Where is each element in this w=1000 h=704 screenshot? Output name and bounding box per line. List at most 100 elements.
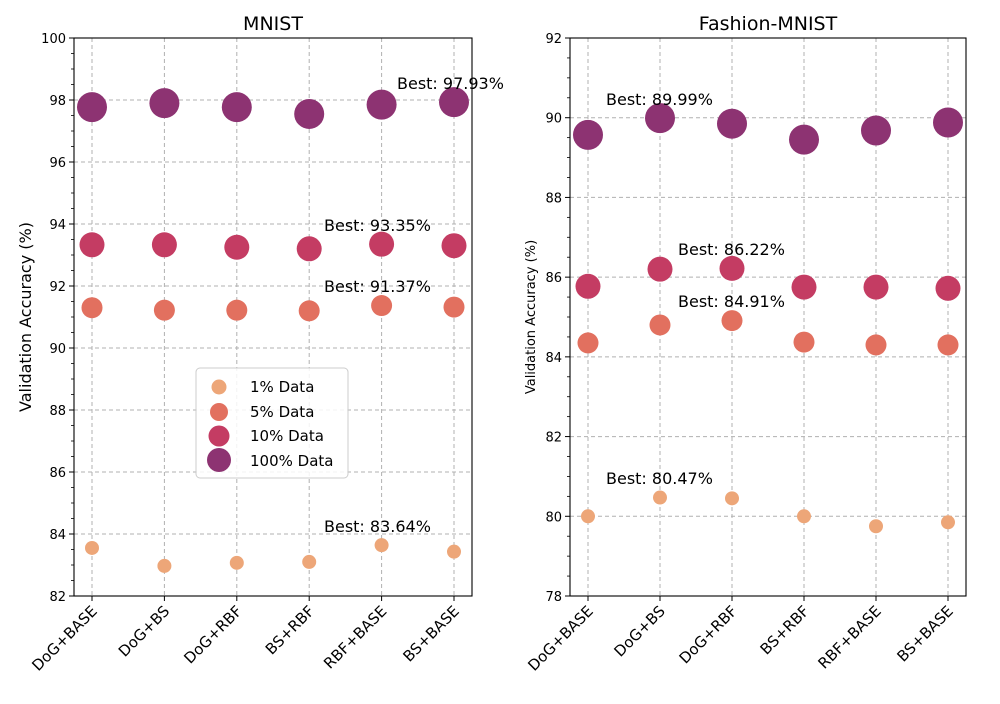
fashion-mnist-annotation-10: Best: 86.22%	[678, 240, 785, 259]
mnist-annotation-10: Best: 93.35%	[324, 216, 431, 235]
fashion-mnist-annotations: Best: 89.99% Best: 86.22% Best: 84.91% B…	[606, 90, 785, 488]
mnist-point-10-data	[441, 233, 467, 259]
mnist-point-5-data	[443, 296, 465, 318]
fashion-mnist-point-5-data	[937, 334, 959, 356]
fashion-mnist-point-10-data	[575, 273, 601, 299]
mnist-point-100-data	[366, 89, 397, 120]
fashion-mnist-annotation-100: Best: 89.99%	[606, 90, 713, 109]
mnist-x-axis: DoG+BASE DoG+BS DoG+RBF BS+RBF RBF+BASE BS+BA…	[28, 596, 463, 675]
fashion-mnist-point-10-data	[791, 274, 817, 300]
mnist-point-1-data	[229, 555, 244, 570]
fashion-mnist-ylabel: Validation Accuracy (%)	[524, 240, 539, 394]
legend-marker-5pct	[210, 403, 228, 421]
fashion-mnist-ytick-label: 82	[545, 431, 562, 446]
mnist-xtick-label: BS+RBF	[262, 602, 318, 658]
fashion-mnist-point-100-data	[933, 107, 963, 138]
fashion-mnist-data-points	[573, 103, 963, 534]
legend-marker-10pct	[208, 425, 230, 447]
mnist-point-5-data	[81, 297, 103, 319]
fashion-mnist-plot-frame	[569, 37, 967, 597]
fashion-mnist-point-1-data	[869, 519, 883, 534]
mnist-point-10-data	[296, 236, 322, 262]
fashion-mnist-ytick-label: 80	[545, 510, 562, 525]
fashion-mnist-point-5-data	[721, 310, 743, 332]
mnist-point-1-data	[302, 554, 317, 569]
mnist-point-100-data	[439, 87, 469, 118]
mnist-xtick-label: BS+BASE	[399, 602, 462, 665]
fashion-mnist-annotation-1: Best: 80.47%	[606, 469, 713, 488]
fashion-mnist-xtick-label: RBF+BASE	[814, 602, 884, 672]
fashion-mnist-x-axis: DoG+BASE DoG+BS DoG+RBF BS+RBF RBF+BASE BS+BA…	[524, 596, 957, 675]
mnist-point-100-data	[221, 92, 252, 123]
fashion-mnist-annotation-5: Best: 84.91%	[678, 292, 785, 311]
fashion-mnist-point-1-data	[797, 509, 811, 524]
mnist-annotation-5: Best: 91.37%	[324, 277, 431, 296]
mnist-ytick-label: 98	[49, 94, 66, 109]
legend-marker-100pct	[207, 448, 231, 472]
fashion-mnist-xtick-label: DoG+BS	[611, 602, 669, 660]
mnist-point-5-data	[153, 299, 175, 321]
mnist-point-5-data	[371, 295, 393, 317]
mnist-ytick-label: 90	[49, 342, 66, 357]
mnist-point-10-data	[369, 231, 395, 257]
fashion-mnist-point-10-data	[863, 274, 889, 300]
mnist-point-10-data	[151, 232, 177, 258]
fashion-mnist-point-1-data	[941, 515, 955, 530]
mnist-point-10-data	[79, 232, 105, 258]
mnist-ytick-label: 92	[49, 280, 66, 295]
mnist-ylabel: Validation Accuracy (%)	[16, 222, 35, 412]
mnist-y-axis: 82 84 86 88 90 92 94 96 98 100	[41, 32, 74, 605]
mnist-xtick-label: DoG+BS	[115, 602, 173, 660]
fashion-mnist-point-100-data	[861, 115, 891, 146]
mnist-point-5-data	[298, 300, 320, 322]
mnist-annotation-100: Best: 97.93%	[397, 74, 504, 93]
legend-label-1pct: 1% Data	[250, 378, 314, 396]
fashion-mnist-xtick-label: DoG+RBF	[676, 602, 741, 667]
mnist-point-1-data	[85, 540, 99, 555]
mnist-xtick-label: DoG+BASE	[28, 602, 100, 674]
fashion-mnist-title: Fashion-MNIST	[699, 13, 838, 35]
fashion-mnist-ytick-label: 92	[545, 32, 562, 47]
legend-label-5pct: 5% Data	[250, 403, 314, 421]
mnist-ytick-label: 84	[49, 528, 66, 543]
fashion-mnist-ytick-label: 88	[545, 191, 562, 206]
legend-label-100pct: 100% Data	[250, 452, 333, 470]
mnist-ytick-label: 88	[49, 404, 66, 419]
fashion-mnist-xtick-label: DoG+BASE	[524, 602, 596, 674]
fashion-mnist-point-1-data	[581, 509, 595, 524]
mnist-ytick-label: 100	[41, 32, 66, 47]
mnist-point-100-data	[294, 98, 325, 129]
fashion-mnist-ytick-label: 90	[545, 112, 562, 127]
fashion-mnist-point-100-data	[573, 119, 603, 150]
fashion-mnist-point-10-data	[719, 255, 745, 281]
fashion-mnist-panel: Fashion-MNIST Validation Accuracy (%) 78…	[524, 13, 967, 675]
fashion-mnist-point-10-data	[935, 275, 961, 301]
fashion-mnist-ytick-label: 86	[545, 271, 562, 286]
mnist-title: MNIST	[243, 13, 303, 35]
fashion-mnist-point-100-data	[645, 103, 675, 134]
fashion-mnist-ytick-label: 78	[545, 590, 562, 605]
mnist-plot-frame	[73, 37, 473, 597]
fashion-mnist-point-5-data	[577, 332, 599, 354]
mnist-data-points	[77, 87, 469, 573]
mnist-point-1-data	[447, 544, 461, 559]
fashion-mnist-point-1-data	[725, 491, 739, 506]
mnist-panel: MNIST Validation Accuracy (%) 82 84 86 88 90…	[16, 13, 504, 675]
fashion-mnist-xtick-label: BS+RBF	[757, 602, 813, 658]
fashion-mnist-point-100-data	[717, 108, 747, 139]
fashion-mnist-point-5-data	[649, 314, 671, 336]
mnist-gridlines	[74, 38, 472, 596]
mnist-ytick-label: 94	[49, 218, 66, 233]
legend-label-10pct: 10% Data	[250, 427, 324, 445]
fashion-mnist-xtick-label: BS+BASE	[893, 602, 956, 665]
legend-box	[195, 367, 349, 479]
fashion-mnist-ytick-label: 84	[545, 351, 562, 366]
mnist-ytick-label: 86	[49, 466, 66, 481]
mnist-point-1-data	[374, 538, 389, 553]
legend: 1% Data 5% Data 10% Data 100% Data	[195, 367, 349, 479]
mnist-point-100-data	[149, 88, 180, 119]
mnist-xtick-label: RBF+BASE	[320, 602, 390, 672]
mnist-point-10-data	[224, 234, 250, 260]
